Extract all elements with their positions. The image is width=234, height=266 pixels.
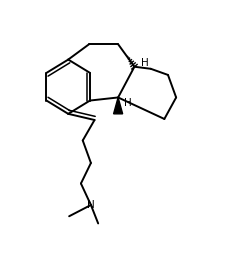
Text: H: H	[124, 98, 132, 107]
Polygon shape	[113, 97, 123, 114]
Text: H: H	[141, 58, 148, 68]
Text: N: N	[87, 200, 95, 210]
